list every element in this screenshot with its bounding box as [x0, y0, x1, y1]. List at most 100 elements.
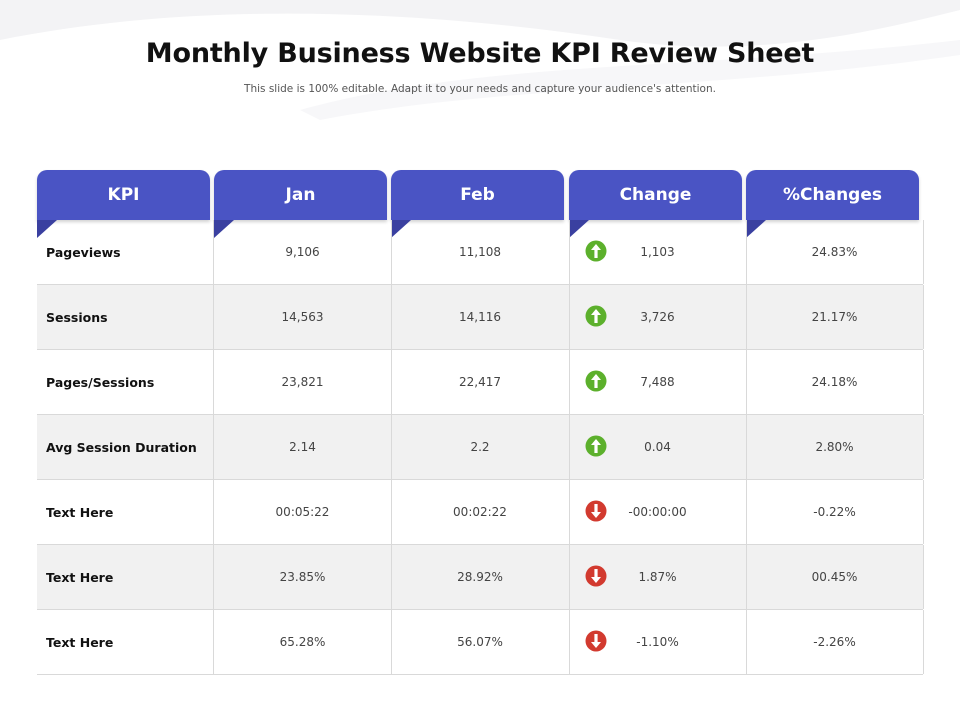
- cell-value: -00:00:00: [628, 505, 687, 519]
- cell-feb: 28.92%: [391, 545, 570, 609]
- cell-pct: 21.17%: [746, 285, 924, 349]
- cell-kpi: Text Here: [37, 545, 214, 609]
- table-body: Pageviews 9,106 11,108 1,103 24.83% Sessions 1…: [37, 220, 924, 675]
- cell-value: 28.92%: [457, 570, 503, 584]
- cell-feb: 00:02:22: [391, 480, 570, 544]
- header-label: Change: [619, 185, 692, 205]
- header-label: Feb: [460, 185, 495, 205]
- cell-value: 1,103: [640, 245, 675, 259]
- cell-jan: 23,821: [214, 350, 392, 414]
- cell-value: 00:02:22: [453, 505, 507, 519]
- cell-value: 11,108: [459, 245, 501, 259]
- cell-jan: 2.14: [214, 415, 392, 479]
- cell-change: 1.87%: [569, 545, 747, 609]
- cell-change: -00:00:00: [569, 480, 747, 544]
- cell-kpi: Avg Session Duration: [37, 415, 214, 479]
- cell-value: Pageviews: [46, 244, 121, 260]
- cell-kpi: Text Here: [37, 480, 214, 544]
- cell-kpi: Pages/Sessions: [37, 350, 214, 414]
- cell-value: Text Here: [46, 569, 114, 585]
- table-row: Sessions 14,563 14,116 3,726 21.17%: [37, 285, 924, 350]
- down-arrow-icon: [585, 565, 607, 587]
- cell-change: 1,103: [569, 220, 747, 284]
- cell-value: 2.14: [289, 440, 316, 454]
- cell-value: 24.18%: [811, 375, 858, 389]
- cell-kpi: Sessions: [37, 285, 214, 349]
- table-row: Text Here 23.85% 28.92% 1.87% 00.45%: [37, 545, 924, 610]
- cell-pct: 00.45%: [746, 545, 924, 609]
- header-kpi: KPI: [37, 170, 210, 238]
- cell-kpi: Pageviews: [37, 220, 214, 284]
- cell-value: 2.80%: [815, 440, 854, 454]
- cell-value: 00:05:22: [275, 505, 330, 519]
- cell-value: 9,106: [285, 245, 320, 259]
- page-subtitle: This slide is 100% editable. Adapt it to…: [244, 83, 716, 95]
- cell-value: Pages/Sessions: [46, 374, 155, 390]
- cell-value: 22,417: [459, 375, 501, 389]
- cell-feb: 2.2: [391, 415, 570, 479]
- cell-value: 00.45%: [811, 570, 858, 584]
- cell-jan: 14,563: [214, 285, 392, 349]
- cell-value: 1.87%: [638, 570, 677, 584]
- cell-jan: 23.85%: [214, 545, 392, 609]
- cell-pct: -0.22%: [746, 480, 924, 544]
- up-arrow-icon: [585, 305, 607, 327]
- table-row: Avg Session Duration 2.14 2.2 0.04 2.80%: [37, 415, 924, 480]
- cell-value: 21.17%: [811, 310, 858, 324]
- table-row: Text Here 00:05:22 00:02:22 -00:00:00 -0.22%: [37, 480, 924, 545]
- cell-value: Text Here: [46, 504, 114, 520]
- cell-change: 3,726: [569, 285, 747, 349]
- cell-value: 23.85%: [279, 570, 326, 584]
- cell-pct: 24.18%: [746, 350, 924, 414]
- down-arrow-icon: [585, 630, 607, 652]
- cell-kpi: Text Here: [37, 610, 214, 674]
- table-row: Pages/Sessions 23,821 22,417 7,488 24.18%: [37, 350, 924, 415]
- cell-feb: 14,116: [391, 285, 570, 349]
- cell-feb: 56.07%: [391, 610, 570, 674]
- cell-pct: -2.26%: [746, 610, 924, 674]
- up-arrow-icon: [585, 240, 607, 262]
- cell-jan: 9,106: [214, 220, 392, 284]
- table-header: KPI Jan Feb Change %Changes: [37, 170, 923, 238]
- cell-feb: 22,417: [391, 350, 570, 414]
- up-arrow-icon: [585, 435, 607, 457]
- cell-value: -1.10%: [636, 635, 679, 649]
- cell-value: Avg Session Duration: [46, 439, 197, 455]
- cell-value: 65.28%: [279, 635, 326, 649]
- header-label: %Changes: [782, 185, 882, 205]
- cell-value: 3,726: [640, 310, 675, 324]
- header-feb: Feb: [391, 170, 564, 238]
- cell-value: Text Here: [46, 634, 114, 650]
- cell-jan: 00:05:22: [214, 480, 392, 544]
- down-arrow-icon: [585, 500, 607, 522]
- header-label: KPI: [107, 185, 140, 205]
- kpi-table: KPI Jan Feb Change %Changes Pageviews 9,1…: [37, 170, 924, 675]
- background-swoosh: [0, 0, 960, 120]
- cell-pct: 24.83%: [746, 220, 924, 284]
- cell-value: 24.83%: [811, 245, 858, 259]
- cell-value: 0.04: [644, 440, 671, 454]
- table-row: Pageviews 9,106 11,108 1,103 24.83%: [37, 220, 924, 285]
- cell-value: 2.2: [470, 440, 490, 454]
- header-pct-changes: %Changes: [746, 170, 919, 238]
- cell-value: Sessions: [46, 309, 108, 325]
- cell-pct: 2.80%: [746, 415, 924, 479]
- cell-value: 56.07%: [457, 635, 503, 649]
- cell-value: 14,563: [281, 310, 324, 324]
- up-arrow-icon: [585, 370, 607, 392]
- header-change: Change: [569, 170, 742, 238]
- cell-change: -1.10%: [569, 610, 747, 674]
- cell-feb: 11,108: [391, 220, 570, 284]
- cell-value: 14,116: [459, 310, 501, 324]
- table-row: Text Here 65.28% 56.07% -1.10% -2.26%: [37, 610, 924, 675]
- cell-value: -2.26%: [813, 635, 856, 649]
- header-jan: Jan: [214, 170, 387, 238]
- cell-value: 23,821: [281, 375, 324, 389]
- page-title: Monthly Business Website KPI Review Shee…: [145, 38, 815, 69]
- header-label: Jan: [285, 185, 316, 205]
- cell-change: 7,488: [569, 350, 747, 414]
- cell-value: 7,488: [640, 375, 675, 389]
- cell-value: -0.22%: [813, 505, 856, 519]
- cell-change: 0.04: [569, 415, 747, 479]
- cell-jan: 65.28%: [214, 610, 392, 674]
